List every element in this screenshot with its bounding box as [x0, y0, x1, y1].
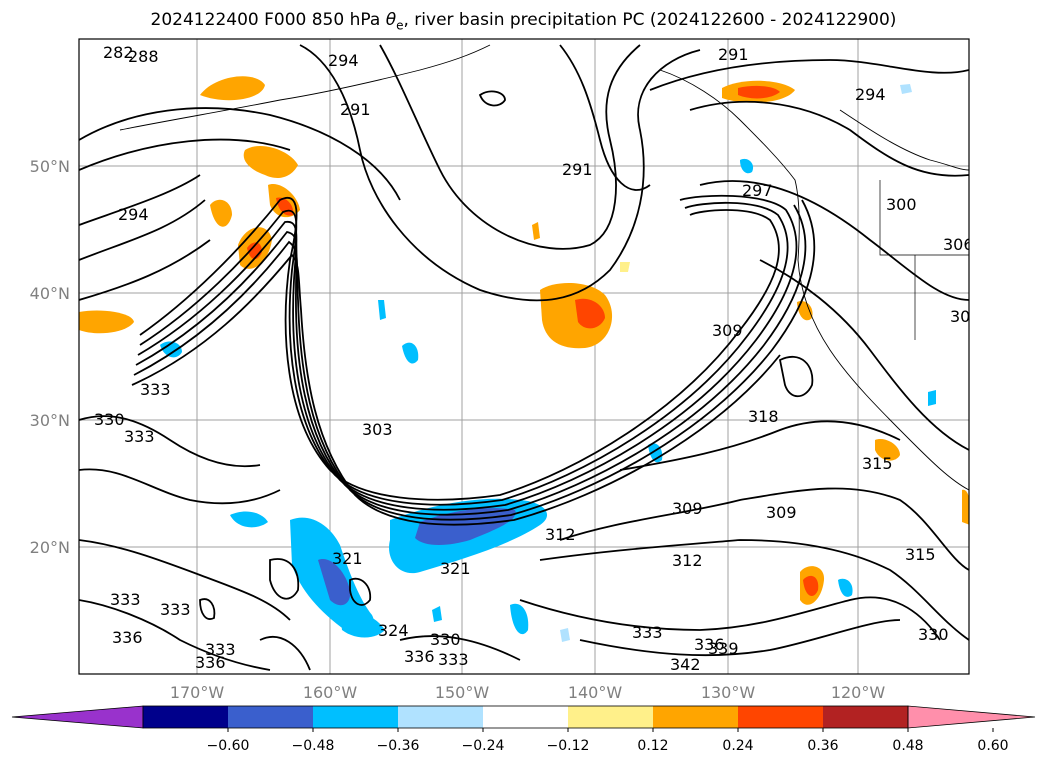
contour-label: 333 [140, 380, 171, 399]
colorbar-tick-label: 0.60 [977, 738, 1008, 754]
contour-label: 321 [440, 559, 471, 578]
contour-label: 288 [128, 47, 159, 66]
contour-label: 291 [340, 100, 371, 119]
contour-label: 336 [112, 628, 143, 647]
lat-label: 20°N [30, 538, 70, 557]
contour-label: 333 [160, 600, 191, 619]
lon-label: 140°W [568, 683, 623, 702]
precip-shading [79, 76, 969, 642]
contour-labels: 282 288 294 291 291 294 294 291 297 300 … [94, 43, 981, 674]
contour-label: 321 [332, 549, 363, 568]
contour-label: 330 [430, 630, 461, 649]
colorbar-segment [568, 706, 653, 728]
colorbar-tick-label: 0.36 [807, 738, 838, 754]
contour-label: 303 [362, 420, 393, 439]
colorbar-tick-label: 0.48 [892, 738, 923, 754]
contour-label: 306 [943, 235, 974, 254]
lon-label: 130°W [701, 683, 756, 702]
colorbar-tick-label: −0.36 [377, 738, 420, 754]
colorbar-segment [398, 706, 483, 728]
lat-axis: 50°N 40°N 30°N 20°N [30, 157, 70, 557]
contour-label: 309 [672, 499, 703, 518]
lat-label: 30°N [30, 411, 70, 430]
colorbar-tick-label: 0.24 [722, 738, 753, 754]
contour-label: 333 [110, 590, 141, 609]
contour-label: 291 [718, 45, 749, 64]
lon-label: 170°W [170, 683, 225, 702]
contour-label: 309 [766, 503, 797, 522]
contour-label: 300 [886, 195, 917, 214]
contour-label: 282 [103, 43, 134, 62]
contour-label: 297 [742, 181, 773, 200]
lat-label: 50°N [30, 157, 70, 176]
contour-label: 291 [562, 160, 593, 179]
contour-label: 333 [205, 640, 236, 659]
contour-label: 315 [862, 454, 893, 473]
map-area [79, 39, 969, 674]
contour-label: 318 [748, 407, 779, 426]
map-frame [78, 38, 970, 675]
contour-label: 333 [438, 650, 469, 669]
lon-label: 160°W [303, 683, 358, 702]
contour-label: 324 [378, 621, 409, 640]
contour-label: 336 [694, 635, 725, 654]
contour-label: 309 [712, 321, 743, 340]
colorbar-tick-label: −0.60 [207, 738, 250, 754]
contour-label: 336 [404, 647, 435, 666]
contour-label: 333 [632, 623, 663, 642]
colorbar-tick-label: −0.48 [292, 738, 335, 754]
map-title: 2024122400 F000 850 hPa θe, river basin … [150, 10, 897, 33]
colorbar-segment [143, 706, 228, 728]
colorbar-extend-left [11, 705, 144, 729]
lon-label: 120°W [831, 683, 886, 702]
contour-label: 330 [94, 410, 125, 429]
contour-label: 312 [672, 551, 703, 570]
colorbar-frame [142, 705, 909, 729]
colorbar-segment [313, 706, 398, 728]
contour-label: 333 [124, 427, 155, 446]
contour-label: 294 [118, 205, 149, 224]
contour-label: 336 [195, 653, 226, 672]
colorbar-tick-label: −0.12 [547, 738, 590, 754]
colorbar: −0.60 −0.48 −0.36 −0.24 −0.12 0.12 0.24 0.36 0.4… [11, 705, 1036, 754]
colorbar-segment [653, 706, 738, 728]
contour-label: 294 [328, 51, 359, 70]
contour-label: 315 [905, 545, 936, 564]
lat-label: 40°N [30, 284, 70, 303]
lon-label: 150°W [435, 683, 490, 702]
contour-label: 339 [708, 639, 739, 658]
colorbar-segment [738, 706, 823, 728]
theta-e-contours [79, 44, 969, 671]
colorbar-extend-right [907, 705, 1036, 729]
contour-label: 330 [918, 625, 949, 644]
contour-label: 294 [855, 85, 886, 104]
lon-axis: 170°W 160°W 150°W 140°W 130°W 120°W [170, 683, 886, 702]
colorbar-segment [823, 706, 908, 728]
contour-label: 309 [950, 307, 981, 326]
colorbar-segment [228, 706, 313, 728]
colorbar-tick-label: −0.24 [462, 738, 505, 754]
contour-label: 312 [545, 525, 576, 544]
colorbar-tick-label: 0.12 [637, 738, 668, 754]
contour-label: 342 [670, 655, 701, 674]
colorbar-segment [483, 706, 568, 728]
coastline [119, 44, 969, 491]
